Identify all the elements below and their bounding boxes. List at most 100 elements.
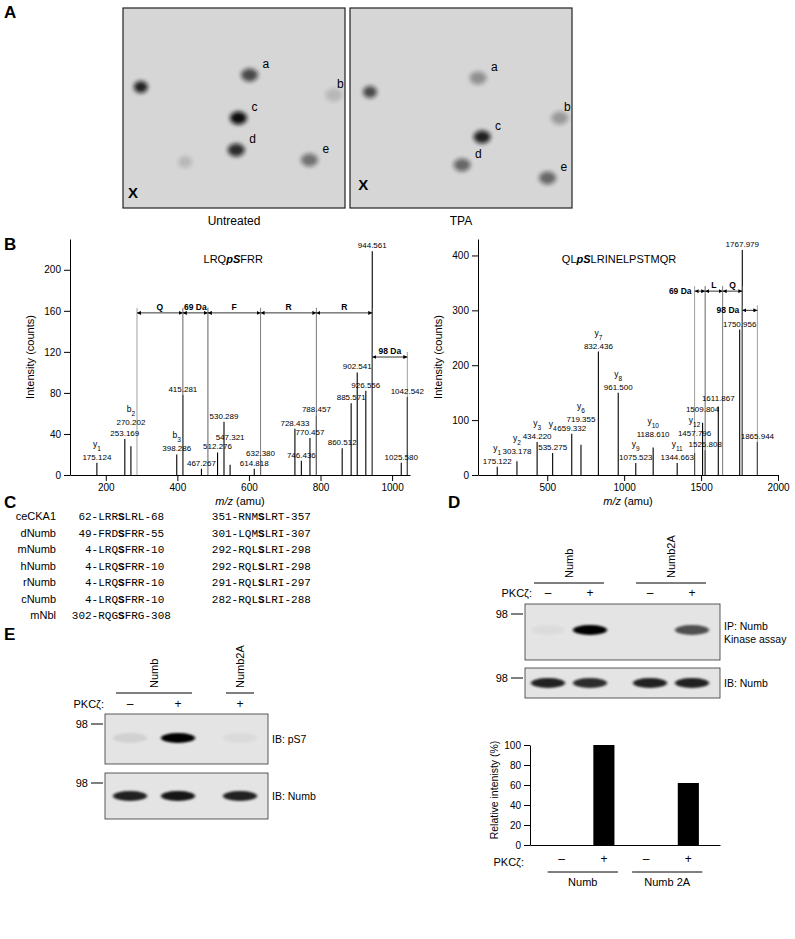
peak xyxy=(401,463,402,475)
lane-group-label: Numb2A xyxy=(665,535,677,578)
peak-label: 614.818 xyxy=(240,459,269,468)
tick-mark xyxy=(472,420,478,421)
x-axis: 500100015002000 xyxy=(479,475,791,493)
text-part: 10 xyxy=(652,421,660,428)
treatment-sign: – xyxy=(647,586,654,600)
annotation-label: 98 Da xyxy=(378,346,401,356)
peak-label: 885.571 xyxy=(337,393,366,402)
blot xyxy=(105,773,268,819)
species-name: mNumb xyxy=(17,543,56,555)
tick-mark xyxy=(524,745,530,746)
tick-label: 160 xyxy=(44,306,61,317)
tick-mark xyxy=(701,475,702,481)
blot-panel: ENumbNumb2APKCζ:–++98IB: pS798IB: Numb xyxy=(4,625,316,819)
peak xyxy=(552,453,553,475)
annotation-arrow xyxy=(705,291,722,292)
tick: 120 xyxy=(44,347,70,358)
annotation-guide xyxy=(742,286,743,475)
band xyxy=(113,791,147,801)
spot xyxy=(301,154,318,167)
blot-panel: DNumbNumb2APKCζ:–+–+98IP: NumbKinase ass… xyxy=(448,493,787,698)
tick: 200 xyxy=(452,360,478,371)
tick-label: 0 xyxy=(515,840,521,851)
band xyxy=(161,733,195,743)
peak-label: 1526.808 xyxy=(689,440,723,449)
peak xyxy=(230,465,231,475)
lane-group-label: Numb xyxy=(148,659,160,688)
plot-area xyxy=(497,250,757,475)
annotation-label: Q xyxy=(157,302,164,312)
text-part: (amu) xyxy=(233,495,265,507)
tick-label: 600 xyxy=(241,482,258,493)
spot-label: d xyxy=(475,147,482,161)
annotation-guide xyxy=(136,308,137,475)
text-part: FRR-10 xyxy=(125,544,165,556)
peak xyxy=(124,439,125,475)
ion-label: b2 xyxy=(127,404,136,417)
spot-label: c xyxy=(251,100,257,114)
peak-label: 1075.523 xyxy=(619,453,653,462)
bar xyxy=(636,845,657,846)
x-axis: –+–+ xyxy=(531,845,721,866)
tick-mark xyxy=(472,255,478,256)
plate xyxy=(123,8,345,208)
band xyxy=(223,791,257,801)
sequence: 291-RQLSLRI-297 xyxy=(212,577,311,589)
text-part: 4-LRQ xyxy=(85,577,118,589)
annotation-guide xyxy=(316,308,317,475)
tick-label: 40 xyxy=(50,429,62,440)
tick: 100 xyxy=(504,740,530,751)
group-line xyxy=(632,872,702,873)
tick-label: 200 xyxy=(98,482,115,493)
axis-line xyxy=(479,475,779,476)
tick-mark xyxy=(249,475,250,481)
tick-mark xyxy=(524,765,530,766)
peak xyxy=(598,352,599,475)
tick: 200 xyxy=(98,475,115,493)
blot xyxy=(525,668,720,698)
text-part: m/z xyxy=(603,495,621,507)
group-label: Numb 2A xyxy=(644,876,691,888)
peak-label: 535.275 xyxy=(538,443,567,452)
sequence: 282-RQLSLRI-288 xyxy=(212,594,311,606)
tick: 0 xyxy=(55,470,70,481)
text-part: LRI-288 xyxy=(265,594,311,606)
tick: 1000 xyxy=(614,475,637,493)
ion-label: y1 xyxy=(493,443,501,456)
ion-label: y4 xyxy=(549,419,557,432)
tick: 160 xyxy=(44,306,70,317)
size-marker-tick xyxy=(91,724,103,725)
y-axis: 04080120160200 xyxy=(44,240,70,481)
sequence: 302-RQGSFRG-308 xyxy=(72,610,171,622)
group-line xyxy=(548,872,618,873)
sequence: 62-LRRSLRL-68 xyxy=(78,511,164,523)
tick: – xyxy=(643,845,650,866)
annotation-arrow xyxy=(208,312,261,313)
sequence: 4-LRQSFRR-10 xyxy=(85,594,164,606)
annotation-arrow xyxy=(723,291,743,292)
text-part: LRI-298 xyxy=(265,544,311,556)
tick-mark xyxy=(64,270,70,271)
peak xyxy=(201,469,202,475)
band xyxy=(531,678,565,688)
species-name: dNumb xyxy=(21,527,56,539)
lane-group-line xyxy=(534,583,604,584)
spot xyxy=(178,156,192,168)
band xyxy=(573,678,607,688)
peak-label: 860.512 xyxy=(328,438,357,447)
text-part: 282-RQL xyxy=(212,594,258,606)
plate xyxy=(350,8,572,208)
tick-label: 400 xyxy=(452,250,469,261)
tick: 400 xyxy=(452,250,478,261)
tick-label: – xyxy=(558,852,565,866)
spot-label: b xyxy=(337,77,344,91)
bar xyxy=(678,783,699,845)
annotation-label: R xyxy=(341,302,347,312)
x-axis-title: PKCζ: xyxy=(493,856,524,868)
axis-line xyxy=(478,240,479,476)
peak xyxy=(580,445,581,475)
sequence: 301-LQMSLRI-307 xyxy=(212,528,311,540)
annotation-guide xyxy=(316,308,317,475)
text-part: QL xyxy=(562,253,577,265)
panel-label: C xyxy=(4,493,16,512)
